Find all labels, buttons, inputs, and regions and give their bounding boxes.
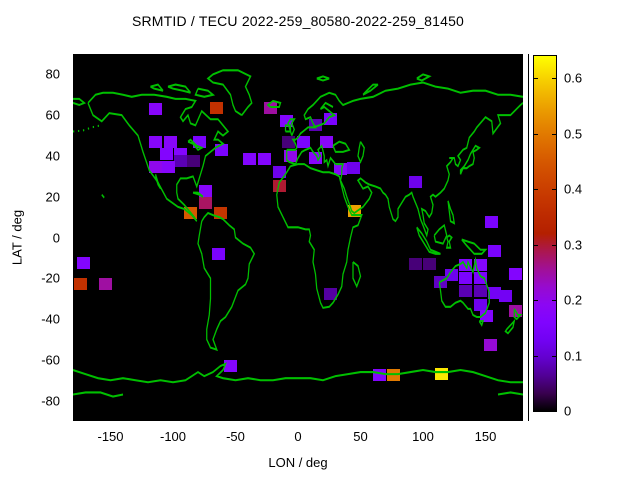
colorbar-tick-mark xyxy=(534,355,538,357)
colorbar-tick-mark xyxy=(534,244,538,246)
y-tick-label: 60 xyxy=(45,107,60,123)
heatmap-cell xyxy=(484,338,497,351)
x-tick-label: 150 xyxy=(474,429,497,444)
heatmap-cell xyxy=(474,284,487,297)
y-tick-label: -80 xyxy=(41,393,60,409)
heatmap-cell xyxy=(160,147,174,160)
colorbar-tick-mark xyxy=(534,189,538,191)
heatmap-cell xyxy=(186,155,200,168)
heatmap-cell xyxy=(164,135,177,148)
colorbar-tick-mark xyxy=(552,189,556,191)
coastline-group xyxy=(73,69,523,398)
colorbar-gradient xyxy=(533,55,557,412)
colorbar-tick-mark xyxy=(534,78,538,80)
heatmap-cell xyxy=(487,286,501,299)
heatmap-cell xyxy=(324,287,337,300)
heatmap-cell xyxy=(480,309,494,322)
colorbar-tick-label: 0.6 xyxy=(564,70,583,86)
heatmap-cell xyxy=(224,359,237,372)
heatmap-cell xyxy=(149,135,162,148)
heatmap-cell xyxy=(445,269,459,282)
colorbar-tick-mark xyxy=(534,300,538,302)
heatmap-cell xyxy=(485,216,499,229)
colorbar-tick-mark xyxy=(534,133,538,135)
colorbar-tick-label: 0.4 xyxy=(564,181,583,197)
heatmap-cell xyxy=(174,155,187,168)
heatmap-cell xyxy=(320,135,334,148)
heatmap-cell xyxy=(422,258,436,270)
heatmap-cell xyxy=(242,153,256,165)
y-tick-label: 0 xyxy=(52,230,60,245)
heatmap-cell xyxy=(409,176,422,189)
chart-title: SRMTID / TECU 2022-259_80580-2022-259_81… xyxy=(131,13,465,29)
heatmap-cell xyxy=(149,161,162,174)
heatmap-cell xyxy=(272,166,286,179)
heatmap-cell xyxy=(346,162,360,175)
colorbar-tick-mark xyxy=(552,355,556,357)
heatmap-cell xyxy=(199,184,212,197)
map-plot-area xyxy=(73,54,523,421)
colorbar-tick-label: 0.1 xyxy=(564,348,583,364)
x-tick-label: -100 xyxy=(159,429,187,444)
x-tick-label: 100 xyxy=(412,429,434,444)
y-axis-label: LAT / deg xyxy=(9,209,25,266)
heatmap-cell xyxy=(74,278,87,291)
colorbar-tick-label: 0.5 xyxy=(564,126,583,142)
colorbar-tick-mark xyxy=(552,78,556,80)
heatmap-cell xyxy=(409,258,422,270)
y-tick-label: -40 xyxy=(41,311,60,327)
heatmap-cell xyxy=(211,247,225,260)
colorbar-tick-label: 0 xyxy=(564,403,572,419)
heatmap-cell xyxy=(509,268,522,281)
y-tick-label: 20 xyxy=(45,189,60,205)
colorbar-tick-mark xyxy=(552,244,556,246)
heatmap-cell xyxy=(459,272,472,285)
heatmap-cell xyxy=(474,298,487,311)
heatmap-cell xyxy=(280,115,294,128)
heatmap-cell xyxy=(296,135,310,148)
y-tick-label: 40 xyxy=(45,148,60,164)
x-tick-label: -50 xyxy=(226,429,245,444)
colorbar-tick-mark xyxy=(552,133,556,135)
heatmap-cell xyxy=(499,289,512,302)
heatmap-cell xyxy=(99,278,112,291)
x-axis-label: LON / deg xyxy=(268,455,328,470)
heatmap-cell xyxy=(210,102,224,115)
colorbar-tick-label: 0.2 xyxy=(564,292,583,308)
y-tick-label: 80 xyxy=(45,66,60,82)
heatmap-cell xyxy=(474,272,487,285)
plot-colorbar-separator xyxy=(528,54,529,421)
heatmap-cell xyxy=(199,196,212,209)
x-tick-label: -150 xyxy=(97,429,124,444)
heatmap-cell xyxy=(281,135,295,148)
heatmap-cell xyxy=(487,244,501,257)
y-tick-label: -20 xyxy=(41,270,60,286)
heatmap-cell xyxy=(459,284,472,297)
heatmap-cell xyxy=(161,161,175,174)
heatmap-cell xyxy=(334,163,347,176)
x-tick-label: 0 xyxy=(294,429,302,444)
heatmap-cell xyxy=(76,256,90,269)
heatmap-cell xyxy=(257,153,271,165)
x-tick-label: 50 xyxy=(353,429,368,444)
heatmap-cell xyxy=(149,103,162,116)
colorbar-tick-mark xyxy=(552,300,556,302)
heatmap-cell xyxy=(309,151,322,164)
colorbar-tick-label: 0.3 xyxy=(564,237,583,253)
world-coastlines-map xyxy=(73,69,523,398)
y-tick-label: -60 xyxy=(41,352,60,368)
